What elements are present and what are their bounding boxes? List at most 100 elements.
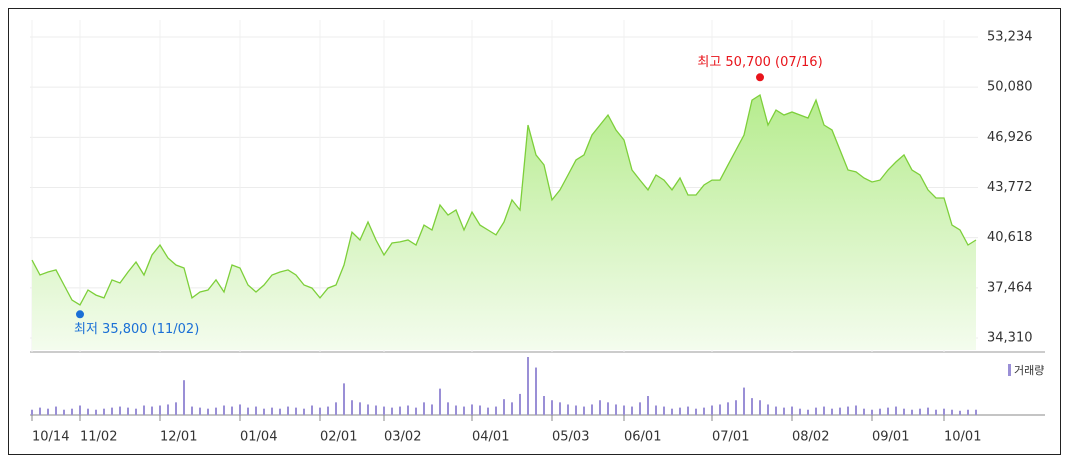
y-tick-label: 40,618 [987, 230, 1033, 245]
volume-bar [719, 404, 721, 415]
volume-bar [295, 407, 297, 415]
volume-bar [287, 406, 289, 415]
volume-bar [239, 404, 241, 415]
price-line [31, 93, 977, 306]
volume-bar [615, 404, 617, 415]
volume-legend-swatch [1008, 364, 1011, 376]
volume-bar [231, 406, 233, 415]
volume-bar [375, 405, 377, 415]
volume-bar [359, 402, 361, 415]
volume-bar [303, 408, 305, 415]
volume-bar [823, 406, 825, 415]
x-tick-label: 02/01 [320, 430, 357, 445]
volume-bar [391, 407, 393, 415]
volume-bar [887, 407, 889, 415]
volume-bar [471, 404, 473, 415]
volume-bar [743, 387, 745, 415]
volume-bar [95, 409, 97, 415]
volume-bar [447, 402, 449, 415]
volume-bar [871, 409, 873, 415]
volume-bar [591, 404, 593, 415]
volume-bar [279, 408, 281, 415]
volume-bar [127, 407, 129, 415]
volume-bar [367, 404, 369, 415]
x-tick-label: 03/02 [384, 430, 421, 445]
volume-bar [647, 396, 649, 415]
volume-bar [455, 405, 457, 415]
volume-bar [791, 406, 793, 415]
y-tick-label: 46,926 [987, 130, 1033, 145]
annotation-label: 최고 50,700 (07/16) [697, 55, 822, 70]
volume-bar [399, 406, 401, 415]
volume-bar [55, 406, 57, 415]
volume-bar [199, 407, 201, 415]
x-tick-label: 01/04 [240, 430, 277, 445]
x-tick-label: 07/01 [712, 430, 749, 445]
x-tick-label: 11/02 [80, 430, 117, 445]
volume-bar [567, 404, 569, 415]
volume-bar [943, 408, 945, 415]
volume-bar [959, 410, 961, 415]
volume-bar [191, 406, 193, 415]
volume-bar [631, 406, 633, 415]
volume-bar [607, 402, 609, 415]
volume-bar [383, 406, 385, 415]
volume-bar [87, 408, 89, 415]
volume-bar [639, 402, 641, 415]
volume-bar [527, 357, 529, 415]
volume-bar [535, 367, 537, 415]
volume-bar [703, 407, 705, 415]
volume-bar [975, 409, 977, 415]
x-tick-label: 10/14 [32, 430, 69, 445]
volume-bar [783, 407, 785, 415]
volume-bar [207, 408, 209, 415]
volume-bar [143, 405, 145, 415]
volume-bar [215, 407, 217, 415]
volume-bar [751, 398, 753, 415]
volume-bar [895, 406, 897, 415]
volume-bar [831, 408, 833, 415]
volume-bar [575, 405, 577, 415]
volume-bar [135, 408, 137, 415]
volume-bar [759, 400, 761, 415]
volume-bar [711, 405, 713, 415]
volume-bar [439, 388, 441, 415]
volume-bar [151, 406, 153, 415]
volume-bar [935, 409, 937, 415]
volume-bar [847, 406, 849, 415]
y-tick-label: 34,310 [987, 331, 1033, 346]
volume-legend: 거래량 [1014, 364, 1044, 377]
volume-bar [599, 400, 601, 415]
volume-bar [855, 405, 857, 415]
volume-bar [119, 406, 121, 415]
x-tick-label: 10/01 [944, 430, 981, 445]
volume-bar [159, 405, 161, 415]
volume-bar [671, 408, 673, 415]
volume-bar [511, 402, 513, 415]
volume-bar [559, 402, 561, 415]
volume-bar [807, 409, 809, 415]
volume-bar [247, 407, 249, 415]
volume-bar [167, 404, 169, 415]
volume-bar [583, 406, 585, 415]
x-tick-label: 12/01 [160, 430, 197, 445]
volume-bar [799, 408, 801, 415]
volume-bar [767, 404, 769, 415]
annotation-dot [76, 310, 84, 319]
x-tick-label: 08/02 [792, 430, 829, 445]
annotation-dot [756, 73, 764, 82]
volume-bar [863, 408, 865, 415]
volume-bar [503, 399, 505, 415]
volume-bar [47, 408, 49, 415]
volume-bar [423, 402, 425, 415]
y-tick-label: 53,234 [987, 30, 1033, 45]
volume-bar [551, 400, 553, 415]
volume-bar [343, 383, 345, 415]
volume-bar [255, 406, 257, 415]
volume-bar [815, 407, 817, 415]
volume-bar [263, 408, 265, 415]
volume-bar [223, 405, 225, 415]
volume-bar [727, 402, 729, 415]
